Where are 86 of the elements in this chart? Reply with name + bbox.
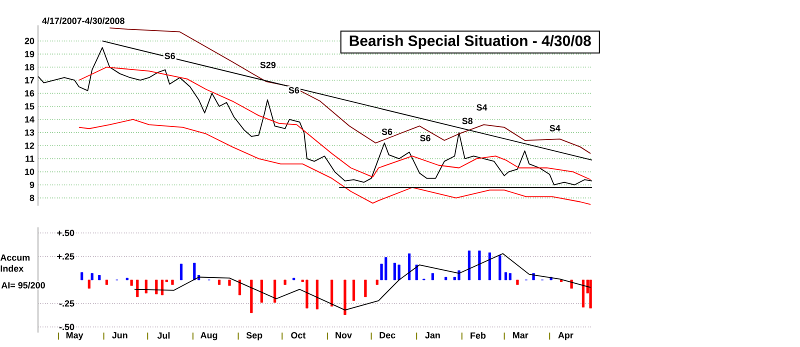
y-tick-label: 16	[25, 90, 34, 96]
bar	[155, 280, 158, 294]
x-tick-label: Jul	[157, 332, 170, 339]
y-axis-title: Accum Index	[0, 254, 30, 272]
bar	[415, 264, 418, 280]
bar	[468, 250, 471, 280]
bar	[228, 280, 231, 286]
bar	[88, 280, 90, 289]
bar	[408, 253, 411, 280]
bar	[218, 280, 221, 285]
bar	[80, 272, 84, 280]
y-tick-label: 12	[25, 142, 34, 149]
x-tick-label: May	[66, 332, 84, 340]
bar	[398, 264, 400, 280]
line-series	[38, 47, 592, 186]
line-series	[134, 253, 591, 310]
annotation: S4	[476, 104, 488, 111]
y-tick-label: 10	[25, 168, 34, 175]
x-tick-label: Mar	[513, 332, 528, 338]
y-tick-label: 17	[25, 77, 34, 84]
bar	[160, 280, 164, 296]
bar	[444, 276, 448, 280]
bar	[90, 273, 94, 280]
bar	[508, 273, 512, 280]
x-tick-label: Sep	[246, 332, 262, 340]
bar	[498, 255, 502, 280]
y-tick-label: -.50	[59, 324, 74, 330]
bar	[238, 280, 242, 296]
x-tick-label: Apr	[558, 332, 574, 340]
x-tick-label: Jun	[112, 332, 128, 338]
bar	[130, 280, 133, 286]
y-tick-label: 19	[25, 50, 34, 58]
annotation: S6	[382, 128, 392, 135]
y-tick-label: 8	[30, 194, 34, 202]
y-tick-label: +.25	[57, 253, 74, 260]
text: Bearish Special Situation - 4/30/08	[350, 35, 591, 50]
y-tick-label: 15	[25, 103, 34, 110]
bar	[250, 280, 253, 314]
bar	[589, 280, 592, 308]
bar	[171, 280, 174, 285]
x-tick-label: Aug	[200, 332, 218, 340]
bar	[98, 275, 101, 280]
bar	[344, 280, 346, 315]
x-tick-label: Jan	[425, 332, 440, 338]
bar	[316, 280, 318, 310]
line-series	[109, 27, 591, 154]
bar	[105, 280, 108, 285]
bar	[376, 280, 378, 285]
bar	[516, 280, 519, 285]
bar	[582, 280, 585, 308]
bar	[144, 280, 148, 294]
bar	[136, 280, 139, 298]
bar	[180, 264, 183, 280]
annotation: AI= 95/200	[1, 282, 45, 289]
bar	[352, 280, 356, 301]
line-series	[78, 66, 591, 180]
bar	[330, 280, 334, 306]
annotation: S6	[164, 52, 176, 60]
y-tick-label: 18	[25, 64, 34, 70]
y-tick-label: 13	[25, 129, 34, 136]
bar	[504, 272, 508, 280]
bar	[488, 252, 491, 280]
bar	[284, 280, 286, 285]
y-tick-label: 20	[24, 38, 34, 44]
bar	[260, 280, 263, 303]
chart-subtitle: 4/17/2007-4/30/2008	[42, 17, 124, 24]
x-tick-label: Feb	[470, 332, 486, 339]
x-tick-label: Oct	[291, 332, 306, 338]
bar	[431, 273, 434, 280]
y-tick-label: 11	[26, 156, 34, 162]
annotation: S29	[260, 62, 276, 68]
bar	[274, 280, 276, 303]
annotation: S6	[420, 134, 430, 142]
annotation: S6	[288, 87, 300, 94]
y-tick-label: +.50	[57, 230, 74, 236]
y-tick-label: -.25	[59, 300, 74, 307]
bar	[193, 262, 196, 280]
bar	[364, 280, 367, 298]
x-tick-label: Nov	[336, 332, 352, 338]
y-tick-label: 9	[30, 182, 34, 188]
x-tick-label: Dec	[380, 332, 396, 338]
bar	[478, 250, 481, 280]
line-series	[78, 119, 591, 205]
annotation: S4	[550, 125, 560, 132]
annotation: S8	[462, 118, 473, 124]
y-tick-label: 14	[25, 116, 34, 123]
